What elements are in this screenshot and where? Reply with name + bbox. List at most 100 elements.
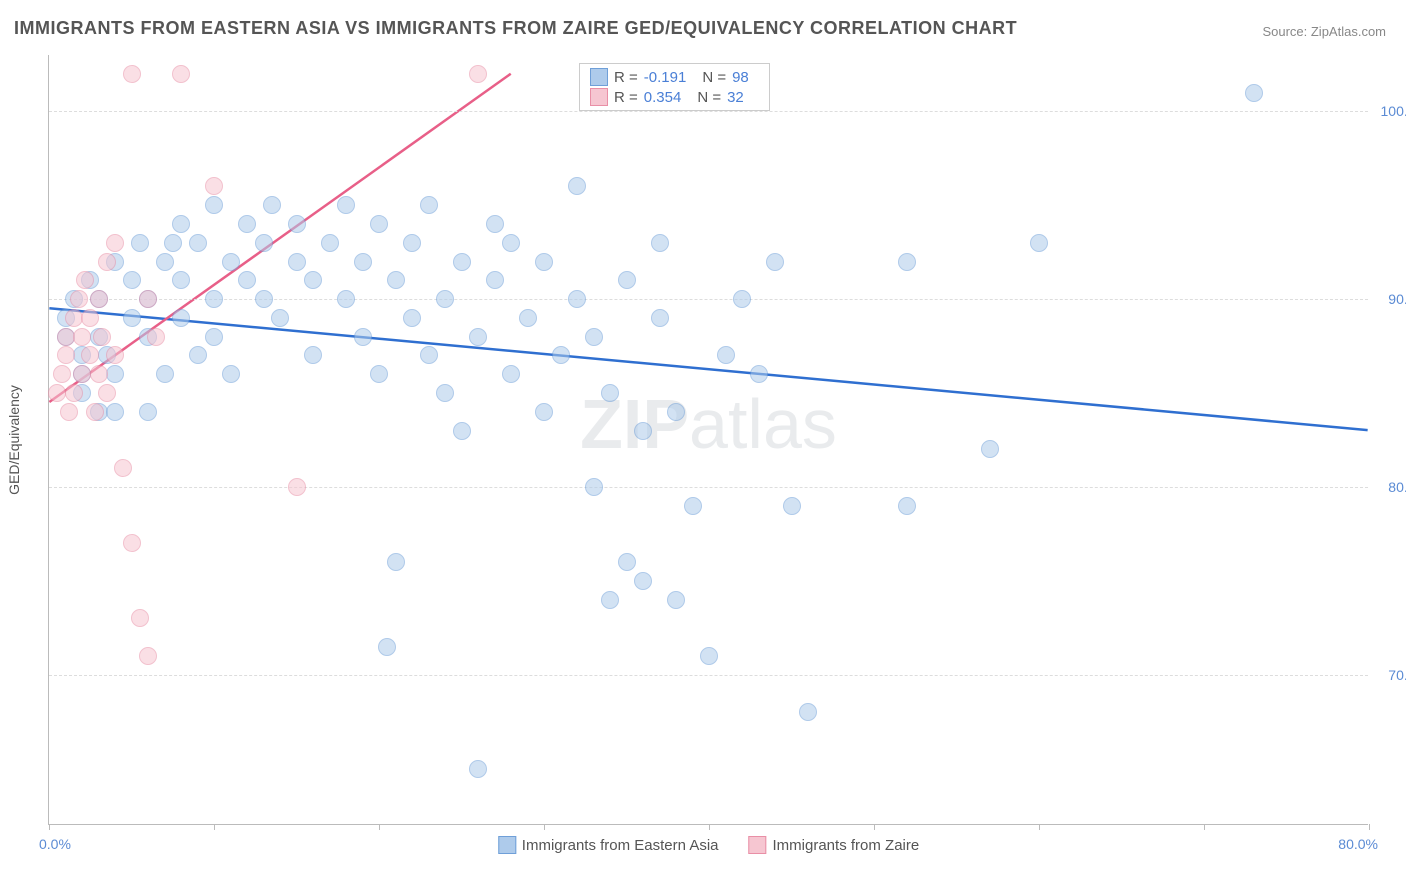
data-point: [568, 290, 586, 308]
data-point: [634, 572, 652, 590]
data-point: [288, 478, 306, 496]
data-point: [238, 271, 256, 289]
data-point: [205, 177, 223, 195]
data-point: [65, 309, 83, 327]
x-axis-min-label: 0.0%: [39, 836, 71, 852]
data-point: [255, 290, 273, 308]
data-point: [255, 234, 273, 252]
data-point: [106, 234, 124, 252]
data-point: [486, 271, 504, 289]
data-point: [65, 384, 83, 402]
data-point: [486, 215, 504, 233]
data-point: [601, 591, 619, 609]
legend-swatch: [590, 88, 608, 106]
watermark: ZIPatlas: [580, 384, 837, 464]
legend-swatch: [590, 68, 608, 86]
legend-n-value: 98: [732, 69, 749, 86]
y-tick-label: 80.0%: [1373, 479, 1406, 495]
data-point: [123, 309, 141, 327]
data-point: [618, 271, 636, 289]
data-point: [106, 403, 124, 421]
data-point: [535, 253, 553, 271]
data-point: [123, 65, 141, 83]
data-point: [57, 346, 75, 364]
legend-r-label: R =: [614, 69, 638, 86]
data-point: [519, 309, 537, 327]
data-point: [337, 196, 355, 214]
data-point: [667, 591, 685, 609]
data-point: [667, 403, 685, 421]
legend-swatch: [749, 836, 767, 854]
data-point: [981, 440, 999, 458]
data-point: [898, 497, 916, 515]
series-legend-item: Immigrants from Eastern Asia: [498, 836, 719, 854]
x-tick: [214, 824, 215, 830]
data-point: [172, 271, 190, 289]
data-point: [436, 290, 454, 308]
data-point: [139, 647, 157, 665]
data-point: [321, 234, 339, 252]
data-point: [535, 403, 553, 421]
data-point: [48, 384, 66, 402]
data-point: [189, 234, 207, 252]
data-point: [70, 290, 88, 308]
x-tick: [709, 824, 710, 830]
data-point: [552, 346, 570, 364]
trend-lines: [49, 55, 1368, 824]
data-point: [139, 403, 157, 421]
x-tick: [1369, 824, 1370, 830]
x-tick: [544, 824, 545, 830]
data-point: [1245, 84, 1263, 102]
x-tick: [1204, 824, 1205, 830]
data-point: [387, 271, 405, 289]
data-point: [898, 253, 916, 271]
data-point: [453, 422, 471, 440]
data-point: [205, 290, 223, 308]
data-point: [172, 309, 190, 327]
data-point: [354, 328, 372, 346]
data-point: [585, 478, 603, 496]
data-point: [387, 553, 405, 571]
data-point: [222, 253, 240, 271]
data-point: [304, 346, 322, 364]
gridline: [49, 675, 1368, 676]
data-point: [123, 534, 141, 552]
data-point: [205, 196, 223, 214]
series-legend: Immigrants from Eastern AsiaImmigrants f…: [498, 836, 919, 854]
x-tick: [874, 824, 875, 830]
data-point: [469, 328, 487, 346]
data-point: [172, 65, 190, 83]
chart-title: IMMIGRANTS FROM EASTERN ASIA VS IMMIGRAN…: [14, 18, 1017, 39]
data-point: [131, 609, 149, 627]
data-point: [585, 328, 603, 346]
data-point: [288, 215, 306, 233]
y-axis-label: GED/Equivalency: [6, 385, 22, 495]
data-point: [238, 215, 256, 233]
data-point: [601, 384, 619, 402]
legend-swatch: [498, 836, 516, 854]
data-point: [420, 196, 438, 214]
data-point: [86, 403, 104, 421]
gridline: [49, 111, 1368, 112]
data-point: [53, 365, 71, 383]
data-point: [700, 647, 718, 665]
legend-row: R = 0.354N = 32: [590, 88, 759, 106]
data-point: [189, 346, 207, 364]
data-point: [354, 253, 372, 271]
data-point: [57, 328, 75, 346]
data-point: [98, 384, 116, 402]
legend-n-label: N =: [697, 89, 721, 106]
gridline: [49, 487, 1368, 488]
legend-r-value: -0.191: [644, 69, 687, 86]
data-point: [139, 290, 157, 308]
data-point: [403, 234, 421, 252]
data-point: [717, 346, 735, 364]
data-point: [684, 497, 702, 515]
data-point: [502, 365, 520, 383]
data-point: [568, 177, 586, 195]
x-tick: [49, 824, 50, 830]
data-point: [98, 253, 116, 271]
data-point: [453, 253, 471, 271]
data-point: [90, 290, 108, 308]
data-point: [370, 215, 388, 233]
